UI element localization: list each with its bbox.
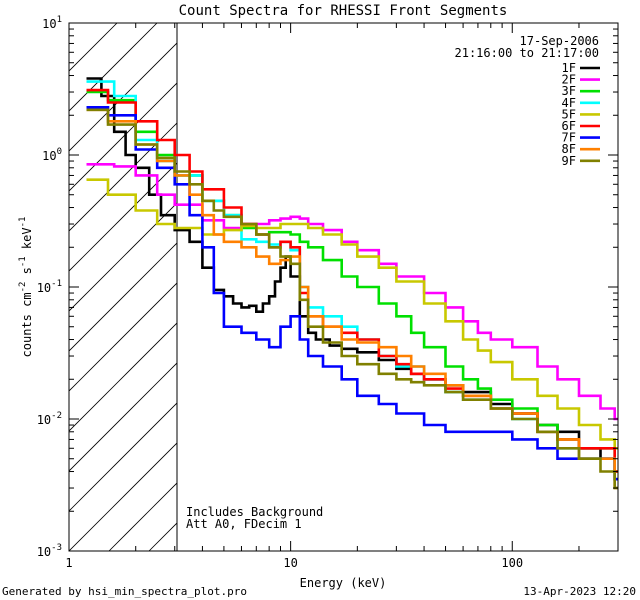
hatch-line (269, 0, 640, 551)
hatch-line (69, 23, 118, 72)
hatch-line (69, 242, 177, 352)
series-line-9F (86, 108, 618, 490)
hatch-line (429, 0, 640, 551)
legend-label-5F: 5F (562, 107, 576, 121)
legend-label-2F: 2F (562, 73, 576, 87)
legend-label-7F: 7F (562, 131, 576, 145)
legend-label-3F: 3F (562, 84, 576, 98)
hatch-line (69, 202, 177, 312)
hatch-line (69, 42, 177, 152)
x-axis-label: Energy (keV) (300, 576, 387, 590)
hatch-line (69, 23, 158, 112)
chart-title: Count Spectra for RHESSI Front Segments (179, 3, 508, 19)
date-label: 17-Sep-2006 (520, 34, 599, 48)
y-tick-label: 10-1 (37, 279, 62, 295)
legend-label-6F: 6F (562, 119, 576, 133)
annotation-attenuator: Att A0, FDecim 1 (186, 517, 302, 531)
legend-label-9F: 9F (562, 154, 576, 168)
hatch-line (69, 442, 177, 551)
hatched-region (69, 0, 640, 551)
annotation-background: Includes Background (186, 505, 323, 519)
generated-by-label: Generated by hsi_min_spectra_plot.pro (2, 585, 247, 598)
time-range-label: 21:16:00 to 21:17:00 (455, 46, 600, 60)
hatch-line (69, 162, 177, 272)
y-tick-label: 101 (42, 15, 62, 31)
hatch-line (629, 0, 640, 551)
hatch-line (309, 0, 640, 551)
hatch-line (108, 482, 177, 551)
legend-label-1F: 1F (562, 61, 576, 75)
hatch-line (69, 282, 177, 392)
y-tick-label: 10-3 (37, 543, 62, 559)
legend-label-8F: 8F (562, 142, 576, 156)
timestamp-label: 13-Apr-2023 12:20 (523, 585, 636, 598)
hatch-line (389, 0, 640, 551)
hatch-line (69, 82, 177, 192)
y-tick-label: 10-2 (37, 411, 62, 427)
hatch-line (69, 402, 177, 512)
x-tick-label: 100 (501, 556, 523, 570)
hatch-line (349, 0, 640, 551)
hatch-line (69, 322, 177, 432)
y-tick-label: 100 (42, 147, 62, 163)
x-tick-label: 10 (283, 556, 297, 570)
x-tick-label: 1 (65, 556, 72, 570)
legend-label-4F: 4F (562, 96, 576, 110)
y-axis-label: counts cm-2 s-1 keV-1 (18, 217, 34, 358)
plot-frame (68, 22, 619, 552)
hatch-line (69, 362, 177, 472)
